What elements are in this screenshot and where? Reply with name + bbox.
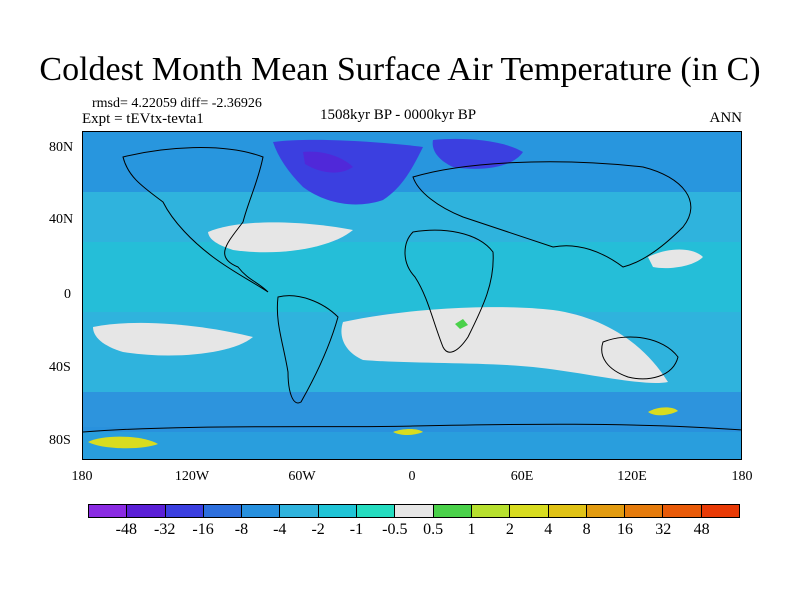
north-atlantic-neutral-zone: [208, 222, 353, 253]
south-pacific-neutral-zone: [93, 322, 253, 356]
africa-warm-spot: [455, 319, 468, 329]
north-pacific-neutral-zone: [648, 249, 703, 269]
colorbar-label: 2: [505, 521, 514, 538]
colorbar-label: 16: [616, 521, 633, 538]
lat-label-80s: 80S: [49, 433, 71, 448]
colorbar-label: 48: [693, 521, 710, 538]
colorbar-box: [548, 505, 587, 517]
lat-label-40n: 40N: [49, 212, 74, 227]
colorbar-box: [165, 505, 204, 517]
lat-label-80n: 80N: [49, 140, 74, 155]
colorbar-box: [242, 505, 281, 517]
colorbar-box: [510, 505, 549, 517]
lon-label-180w: 180: [71, 469, 93, 484]
australia-outline: [601, 336, 679, 380]
colorbar-box: [701, 505, 740, 517]
period-label: 1508kyr BP - 0000kyr BP: [320, 107, 477, 123]
colorbar-label: -16: [192, 521, 214, 538]
colorbar-label: -2: [311, 521, 325, 538]
colorbar-label: 8: [582, 521, 591, 538]
stats-label: rmsd= 4.22059 diff= -2.36926: [92, 96, 262, 111]
lat-label-0: 0: [64, 287, 71, 302]
colorbar-label: 1: [467, 521, 476, 538]
map-title: Coldest Month Mean Surface Air Temperatu…: [39, 51, 761, 88]
lat-label-40s: 40S: [49, 360, 71, 375]
colorbar-box: [357, 505, 396, 517]
indian-ocean-neutral-zone: [341, 307, 668, 384]
colorbar-box: [280, 505, 319, 517]
antarctic-warm-spot-center: [393, 429, 423, 435]
colorbar-label: -0.5: [382, 521, 408, 538]
map-canvas: [83, 132, 741, 459]
lon-label-60e: 60E: [510, 469, 534, 484]
colorbar-label: -48: [115, 521, 138, 538]
colorbar-label: 0.5: [423, 521, 444, 538]
colorbar-box: [203, 505, 243, 517]
colorbar-label: 32: [655, 521, 672, 538]
africa-outline: [404, 229, 494, 353]
colorbar-box: [586, 505, 626, 517]
colorbar-label: -8: [234, 521, 249, 538]
colorbar: [88, 504, 740, 518]
lon-label-180e: 180: [731, 469, 753, 484]
experiment-label: Expt = tEVtx-tevta1: [82, 111, 204, 127]
south-america-outline: [276, 295, 339, 404]
lon-label-60w: 60W: [288, 469, 316, 484]
colorbar-box: [471, 505, 511, 517]
tropical-band: [83, 242, 741, 312]
colorbar-box: [625, 505, 664, 517]
antarctica-outline: [83, 423, 741, 433]
coastlines: [83, 147, 741, 433]
lon-label-120e: 120E: [617, 469, 647, 484]
very-cold-zone: [303, 151, 353, 173]
colorbar-label: -32: [154, 521, 176, 538]
lon-label-120w: 120W: [174, 469, 210, 484]
colorbar-label: 4: [544, 521, 553, 538]
colorbar-label: -1: [349, 521, 364, 538]
colorbar-box: [663, 505, 702, 517]
colorbar-box: [127, 505, 166, 517]
antarctic-warm-spot-east: [648, 407, 678, 416]
colorbar-box: [395, 505, 434, 517]
antarctic-warm-spot-west: [88, 436, 158, 449]
colorbar-box: [433, 505, 472, 517]
north-america-outline: [122, 147, 269, 293]
siberian-cold-zone: [432, 138, 523, 169]
colorbar-box: [318, 505, 358, 517]
colorbar-label: -4: [273, 521, 287, 538]
eurasia-outline: [412, 161, 692, 268]
colorbar-box: [89, 505, 128, 517]
lon-label-0: 0: [408, 469, 416, 484]
season-label: ANN: [709, 110, 743, 126]
temperature-map: [82, 131, 742, 460]
